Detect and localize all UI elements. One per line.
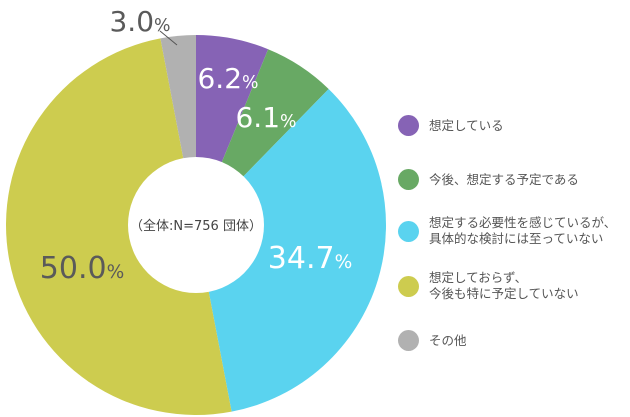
legend-label: 想定しておらず、 今後も特に予定していない [429, 270, 579, 301]
legend-label: その他 [429, 332, 467, 348]
legend-item-assumed: 想定している [398, 115, 628, 136]
legend-swatch [398, 115, 419, 136]
donut-slice [6, 38, 232, 416]
legend-swatch [398, 220, 419, 242]
legend-label: 想定している [429, 117, 504, 133]
data-label: 6.2% [197, 62, 258, 95]
legend-label: 今後、想定する予定である [429, 171, 579, 187]
legend-label: 想定する必要性を感じているが、 具体的な検討には至っていない [429, 215, 617, 246]
leader-line [159, 30, 178, 46]
donut-slice [196, 88, 387, 412]
legend-item-other: その他 [398, 330, 628, 351]
data-label: 3.0% [109, 5, 170, 38]
legend-swatch [398, 275, 419, 297]
data-label: 34.7% [268, 241, 352, 276]
donut-chart: （全体:N=756 団体）6.2%6.1%34.7%50.0%3.0% [6, 5, 387, 416]
center-label: （全体:N=756 団体） [130, 218, 262, 234]
legend-item-planned: 今後、想定する予定である [398, 169, 628, 190]
legend-item-not-assumed: 想定しておらず、 今後も特に予定していない [398, 270, 628, 302]
legend-item-needed-not-considered: 想定する必要性を感じているが、 具体的な検討には至っていない [398, 215, 628, 247]
legend-swatch [398, 169, 419, 190]
donut-hole [128, 157, 264, 293]
legend-swatch [398, 330, 419, 351]
